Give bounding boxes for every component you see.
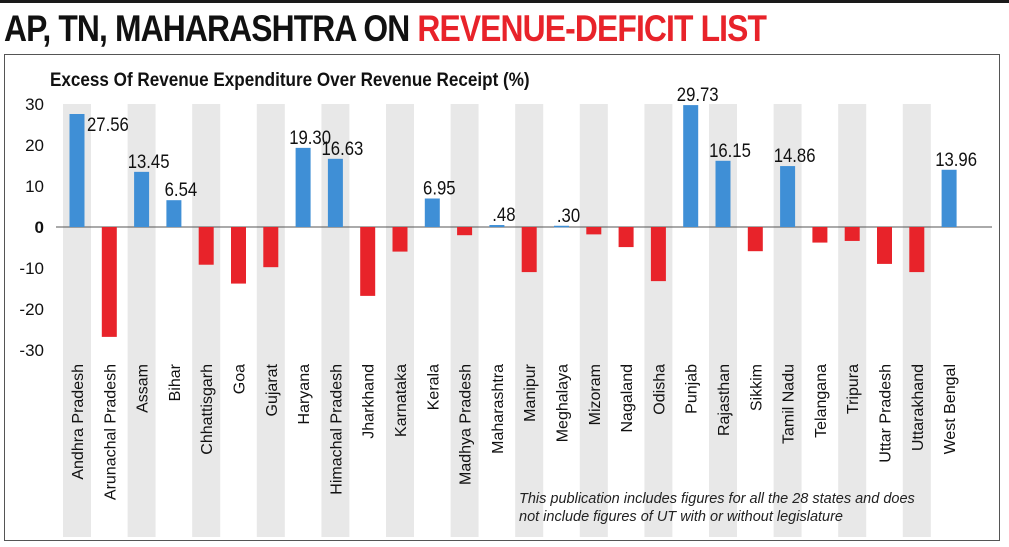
x-label-manipur: Manipur [522, 363, 539, 421]
bar-rajasthan [715, 160, 731, 227]
bar-sikkim [747, 227, 763, 252]
headline-part-red: REVENUE-DEFICIT LIST [417, 8, 767, 49]
bars [69, 105, 957, 337]
bar-telangana [812, 227, 828, 243]
category-band-manipur [515, 104, 544, 537]
value-label-haryana: 19.30 [289, 127, 331, 148]
bar-jharkhand [360, 227, 376, 296]
x-label-odisha: Odisha [651, 364, 668, 415]
x-label-andhra-pradesh: Andhra Pradesh [70, 364, 87, 480]
headline: AP, TN, MAHARASHTRA ON REVENUE-DEFICIT L… [4, 6, 767, 52]
bar-mizoram [586, 227, 602, 235]
x-axis-labels: Andhra Pradesh Arunachal Pradesh Assam Biha… [70, 363, 959, 500]
x-label-bihar: Bihar [167, 363, 184, 401]
bar-maharashtra [489, 225, 505, 227]
bar-himachal-pradesh [327, 158, 343, 227]
x-label-rajasthan: Rajasthan [716, 364, 733, 436]
bar-odisha [650, 227, 666, 282]
value-label-bihar: 6.54 [165, 179, 198, 200]
bar-karnataka [392, 227, 408, 252]
x-label-gujarat: Gujarat [264, 363, 281, 416]
value-label-tamil-nadu: 14.86 [774, 145, 816, 166]
x-label-arunachal-pradesh: Arunachal Pradesh [102, 364, 119, 500]
x-label-telangana: Telangana [813, 364, 830, 438]
x-label-himachal-pradesh: Himachal Pradesh [328, 364, 345, 495]
x-label-chhattisgarh: Chhattisgarh [199, 364, 216, 455]
y-tick-20: 20 [25, 136, 44, 155]
category-band-uttarakhand [902, 104, 931, 537]
x-label-assam: Assam [135, 364, 152, 413]
headline-part-black: AP, TN, MAHARASHTRA ON [4, 8, 418, 49]
footnote: This publication includes figures for al… [519, 490, 989, 526]
bar-punjab [683, 105, 699, 227]
x-label-goa: Goa [232, 364, 249, 394]
bar-arunachal-pradesh [101, 227, 117, 337]
bar-goa [231, 227, 246, 284]
x-label-maharashtra: Maharashtra [490, 364, 507, 454]
x-label-punjab: Punjab [684, 364, 701, 414]
bar-west-bengal [941, 169, 957, 227]
y-tick-10: -10 [19, 259, 44, 278]
bar-assam [134, 171, 150, 227]
value-label-west-bengal: 13.96 [935, 149, 977, 170]
value-label-punjab: 29.73 [677, 84, 719, 105]
y-tick-30: -30 [19, 341, 44, 360]
category-band-madhya-pradesh [450, 104, 479, 537]
y-tick-10: 10 [25, 177, 44, 196]
footnote-line-2: not include figures of UT with or withou… [519, 509, 843, 525]
bar-madhya-pradesh [457, 227, 473, 236]
x-label-haryana: Haryana [296, 364, 313, 425]
bar-tamil-nadu [780, 166, 796, 227]
x-label-uttar-pradesh: Uttar Pradesh [878, 364, 895, 463]
bar-uttarakhand [909, 227, 925, 273]
y-tick-30: 30 [25, 95, 44, 114]
x-label-nagaland: Nagaland [619, 364, 636, 433]
category-bands [63, 104, 931, 537]
x-label-mizoram: Mizoram [587, 364, 604, 425]
x-label-meghalaya: Meghalaya [555, 364, 572, 442]
category-band-mizoram [579, 104, 608, 537]
value-label-rajasthan: 16.15 [709, 140, 751, 161]
x-label-uttarakhand: Uttarakhand [910, 364, 927, 451]
category-band-tripura [838, 104, 867, 537]
bar-andhra-pradesh [69, 114, 85, 227]
chart-frame [4, 54, 1000, 541]
bar-nagaland [618, 227, 634, 248]
y-tick-20: -20 [19, 300, 44, 319]
y-tick-0: 0 [35, 218, 44, 237]
bar-manipur [521, 227, 537, 273]
bar-meghalaya [554, 225, 569, 228]
x-label-madhya-pradesh: Madhya Pradesh [458, 364, 475, 485]
value-label-meghalaya: .30 [557, 205, 580, 226]
x-label-tamil-nadu: Tamil Nadu [781, 364, 798, 444]
top-rule [0, 0, 1009, 3]
chart-title: Excess Of Revenue Expenditure Over Reven… [50, 69, 530, 90]
bar-haryana [295, 147, 311, 227]
bar-kerala [424, 198, 440, 227]
bar-uttar-pradesh [877, 227, 892, 264]
category-band-chhattisgarh [192, 104, 221, 537]
bar-tripura [844, 227, 860, 241]
bar-gujarat [263, 227, 279, 268]
y-axis-ticks: 30 20 10 0 -10 -20 -30 [19, 95, 44, 360]
x-label-tripura: Tripura [845, 364, 862, 414]
x-label-west-bengal: West Bengal [942, 364, 959, 454]
category-band-karnataka [386, 104, 414, 537]
x-label-karnataka: Karnataka [393, 364, 410, 437]
x-label-kerala: Kerala [425, 364, 442, 410]
value-label-himachal-pradesh: 16.63 [322, 138, 364, 159]
x-label-sikkim: Sikkim [748, 364, 765, 411]
value-label-assam: 13.45 [128, 151, 170, 172]
category-band-gujarat [256, 104, 285, 537]
category-band-odisha [644, 104, 673, 537]
value-label-kerala: 6.95 [423, 178, 456, 199]
x-label-jharkhand: Jharkhand [361, 364, 378, 439]
value-label-andhra-pradesh: 27.56 [87, 114, 129, 135]
footnote-line-1: This publication includes figures for al… [519, 491, 915, 507]
bar-bihar [166, 200, 182, 227]
bar-chhattisgarh [198, 227, 214, 265]
value-label-maharashtra: .48 [492, 204, 515, 225]
